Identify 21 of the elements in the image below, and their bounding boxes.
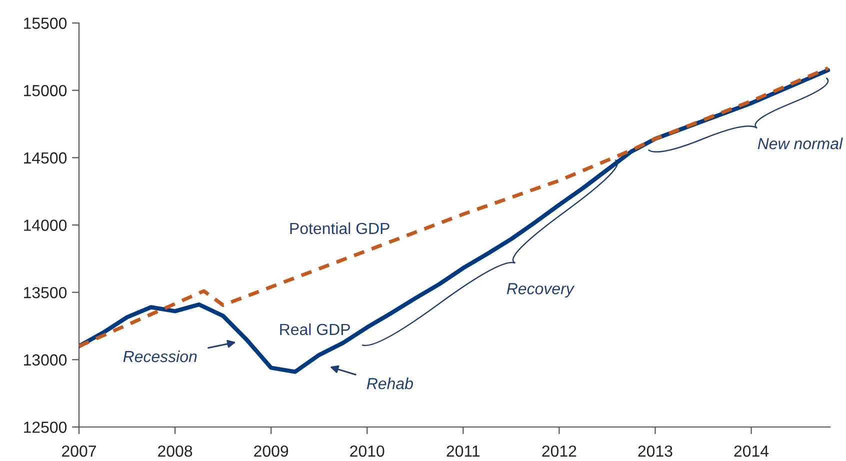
series-label: Potential GDP (290, 222, 390, 234)
x-tick-label: 2008 (158, 445, 192, 457)
y-tick-label: 14500 (24, 152, 67, 164)
annotation: Recovery (506, 283, 575, 298)
x-tick-label: 2011 (446, 445, 480, 457)
y-tick-label: 14000 (24, 220, 67, 231)
series-label: Real GDP (280, 323, 350, 336)
y-tick-label: 15000 (24, 84, 67, 96)
annotation: Rehab (366, 378, 413, 390)
x-tick-label: 2014 (734, 445, 769, 457)
y-tick-label: 12500 (24, 422, 67, 433)
y-tick-label: 13000 (24, 354, 67, 366)
x-tick-label: 2012 (542, 445, 576, 457)
y-tick-label: 13500 (24, 286, 67, 298)
x-tick-label: 2007 (62, 445, 96, 457)
x-tick-label: 2013 (638, 445, 672, 457)
x-tick-label: 2009 (254, 445, 288, 457)
annotation: Recession (123, 350, 197, 362)
x-tick-label: 2010 (350, 445, 384, 457)
annotation: New normal (758, 138, 843, 150)
y-tick-label: 15500 (24, 18, 67, 29)
